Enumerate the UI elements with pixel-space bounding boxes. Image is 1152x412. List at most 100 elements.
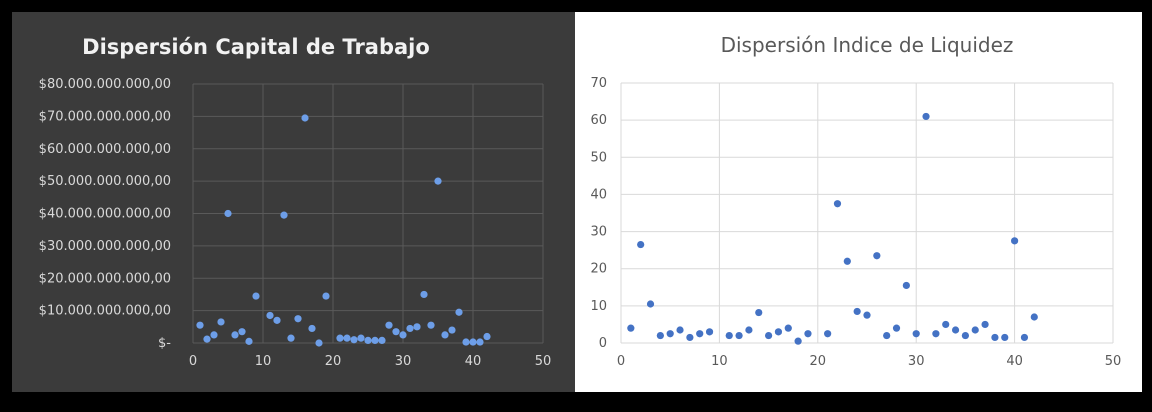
- data-point: [922, 112, 930, 121]
- data-point: [686, 333, 694, 342]
- data-point: [196, 321, 204, 329]
- data-point: [932, 330, 940, 338]
- x-tick-label: 0: [189, 354, 197, 369]
- data-point: [420, 290, 428, 299]
- y-tick-label: 40: [590, 187, 607, 202]
- y-tick-label: 30: [590, 225, 607, 240]
- data-point: [385, 321, 393, 329]
- data-point: [991, 333, 999, 342]
- data-point: [971, 326, 979, 334]
- data-point: [350, 336, 358, 344]
- data-point: [364, 336, 372, 345]
- data-point: [455, 308, 463, 316]
- data-point: [656, 331, 664, 340]
- data-point: [696, 330, 704, 338]
- data-point: [238, 328, 246, 336]
- data-point: [476, 338, 484, 346]
- y-tick-label: 60: [590, 113, 607, 128]
- y-tick-label: 20: [590, 262, 607, 277]
- x-tick-label: 40: [465, 354, 482, 369]
- y-tick-label: $70.000.000.000,00: [39, 109, 171, 124]
- x-tick-label: 0: [617, 354, 625, 369]
- data-point: [336, 334, 344, 342]
- data-point: [745, 326, 753, 334]
- data-point: [942, 320, 950, 329]
- data-point: [961, 331, 969, 340]
- data-point: [765, 331, 773, 340]
- data-point: [804, 330, 812, 338]
- data-point: [399, 331, 407, 339]
- data-point: [469, 338, 477, 346]
- capital-x-axis: 0 10 20 30 40 50: [189, 354, 551, 369]
- data-point: [231, 331, 239, 339]
- y-tick-label: 70: [590, 76, 607, 91]
- x-tick-label: 20: [810, 354, 827, 369]
- x-tick-label: 30: [395, 354, 412, 369]
- data-point: [462, 338, 470, 346]
- data-point: [1030, 313, 1038, 321]
- data-point: [266, 311, 274, 320]
- data-point: [755, 308, 763, 317]
- data-point: [252, 292, 260, 300]
- data-point: [824, 330, 832, 338]
- y-tick-label: 50: [590, 150, 607, 165]
- data-point: [343, 334, 351, 342]
- y-tick-label: 10: [590, 299, 607, 314]
- x-tick-label: 10: [255, 354, 272, 369]
- data-point: [217, 318, 225, 326]
- y-tick-label: $10.000.000.000,00: [39, 304, 171, 319]
- data-point: [224, 209, 232, 218]
- data-point: [951, 326, 960, 334]
- x-tick-label: 40: [1006, 354, 1023, 369]
- y-tick-label: $30.000.000.000,00: [39, 239, 171, 254]
- data-point: [441, 331, 449, 339]
- x-tick-label: 50: [535, 354, 552, 369]
- data-point: [981, 320, 989, 329]
- y-tick-label: $50.000.000.000,00: [39, 174, 171, 189]
- data-point: [873, 252, 881, 260]
- data-point: [833, 200, 842, 208]
- liquidity-gridlines: [620, 82, 1114, 344]
- data-point: [1001, 333, 1009, 342]
- y-tick-label: $20.000.000.000,00: [39, 271, 171, 286]
- data-point: [280, 211, 288, 219]
- data-point: [1011, 237, 1019, 245]
- data-point: [371, 336, 379, 345]
- x-tick-label: 10: [711, 354, 728, 369]
- capital-y-axis: $- $10.000.000.000,00 $20.000.000.000,00 $3…: [39, 77, 172, 351]
- data-point: [627, 324, 635, 332]
- capital-scatter-chart: Dispersión Capital de Trabajo $- $10.000.…: [39, 35, 552, 369]
- data-point: [784, 324, 792, 332]
- data-point: [676, 326, 684, 334]
- data-point: [392, 328, 400, 336]
- data-point: [301, 114, 309, 122]
- data-point: [902, 281, 910, 290]
- capital-chart-title: Dispersión Capital de Trabajo: [82, 35, 430, 59]
- data-point: [912, 330, 920, 338]
- data-point: [666, 330, 674, 338]
- data-point: [735, 331, 743, 340]
- data-point: [315, 339, 323, 347]
- liquidity-chart-panel: Dispersión Indice de Liquidez 0 10 20 30 40 5…: [575, 12, 1142, 392]
- x-tick-label: 30: [908, 354, 925, 369]
- y-tick-label: $80.000.000.000,00: [39, 77, 171, 92]
- capital-gridlines: [192, 83, 544, 344]
- data-point: [357, 334, 365, 342]
- data-point: [794, 337, 802, 345]
- x-tick-label: 20: [325, 354, 342, 369]
- data-point: [210, 331, 218, 339]
- data-point: [406, 324, 414, 333]
- data-point: [448, 326, 456, 334]
- data-point: [637, 240, 645, 249]
- data-point: [308, 324, 316, 333]
- liquidity-chart-title: Dispersión Indice de Liquidez: [721, 33, 1014, 57]
- data-point: [646, 300, 655, 308]
- data-point: [434, 177, 442, 185]
- y-tick-label: $-: [158, 336, 171, 351]
- data-point: [287, 334, 295, 342]
- capital-points: [196, 114, 491, 347]
- data-point: [843, 257, 851, 265]
- data-point: [483, 332, 491, 341]
- data-point: [725, 331, 733, 340]
